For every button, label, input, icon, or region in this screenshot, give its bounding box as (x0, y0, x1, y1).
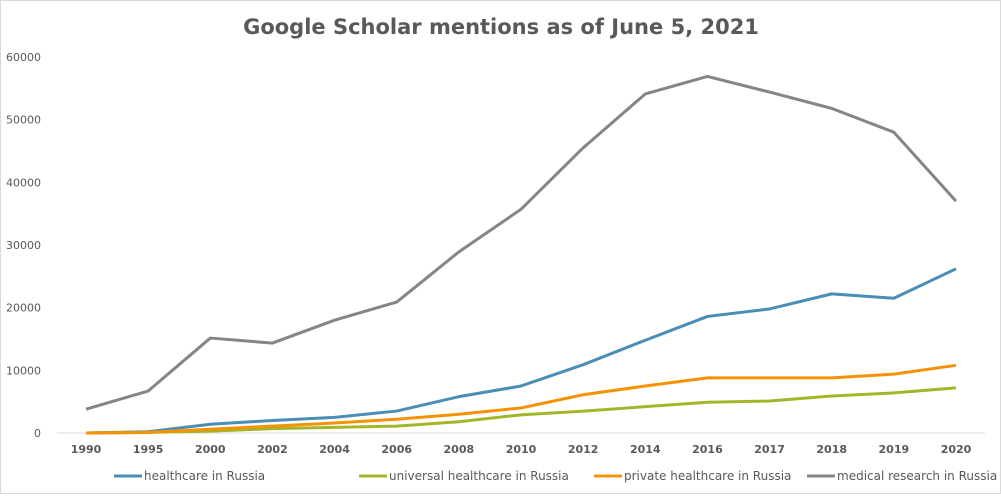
y-tick-label: 50000 (6, 114, 41, 127)
series-line-1 (85, 386, 957, 435)
x-tick-label: 2006 (381, 443, 412, 456)
chart-title: Google Scholar mentions as of June 5, 20… (243, 15, 759, 39)
x-tick-label: 2020 (941, 443, 972, 456)
x-tick-label: 2010 (506, 443, 537, 456)
series-line-0 (85, 267, 957, 435)
legend-label: healthcare in Russia (144, 469, 265, 483)
y-tick-label: 10000 (6, 364, 41, 377)
y-tick-label: 20000 (6, 302, 41, 315)
y-tick-label: 60000 (6, 51, 41, 64)
legend-label: medical research in Russia (837, 469, 997, 483)
x-tick-label: 2017 (754, 443, 785, 456)
x-tick-label: 2008 (444, 443, 475, 456)
x-tick-label: 2014 (630, 443, 661, 456)
legend-label: universal healthcare in Russia (389, 469, 569, 483)
legend-label: private healthcare in Russia (624, 469, 791, 483)
y-tick-label: 40000 (6, 176, 41, 189)
x-tick-label: 2016 (692, 443, 723, 456)
x-tick-label: 1995 (133, 443, 164, 456)
x-tick-label: 2000 (195, 443, 226, 456)
x-tick-label: 1990 (71, 443, 102, 456)
y-tick-label: 30000 (6, 239, 41, 252)
series-line-2 (85, 363, 957, 435)
x-tick-label: 2018 (816, 443, 847, 456)
y-tick-label: 0 (34, 427, 41, 440)
x-tick-label: 2012 (568, 443, 599, 456)
x-tick-label: 2004 (319, 443, 350, 456)
x-tick-label: 2002 (257, 443, 288, 456)
series-line-3 (85, 74, 958, 411)
x-tick-label: 2019 (879, 443, 910, 456)
